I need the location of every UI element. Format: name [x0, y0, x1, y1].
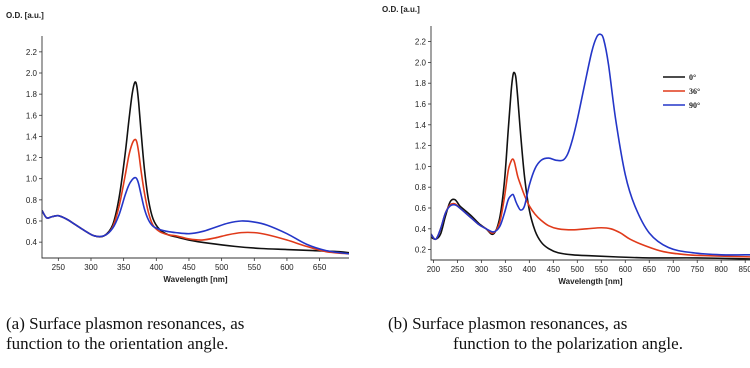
polarization-x-tick-label: 250 — [451, 265, 465, 274]
polarization-x-tick-label: 550 — [595, 265, 609, 274]
orientation-y-tick-label: 0.8 — [26, 196, 38, 205]
polarization-x-tick-label: 450 — [547, 265, 561, 274]
polarization-x-axis-title: Wavelength [nm] — [558, 277, 622, 286]
orientation-series-line-2 — [42, 138, 349, 255]
polarization-series-line-3 — [431, 33, 750, 256]
caption-polarization-line2: function to the polarization angle. — [453, 334, 683, 353]
orientation-x-tick-label: 600 — [280, 263, 294, 272]
orientation-y-tick-label: 1.0 — [26, 175, 38, 184]
orientation-x-tick-label: 450 — [182, 263, 196, 272]
polarization-x-tick-label: 300 — [475, 265, 489, 274]
polarization-axes — [430, 26, 750, 261]
orientation-x-tick-label: 500 — [215, 263, 229, 272]
polarization-y-tick-label: 1.0 — [415, 162, 427, 171]
orientation-x-tick-label: 250 — [52, 263, 66, 272]
orientation-x-tick-label: 350 — [117, 263, 131, 272]
polarization-y-tick-label: 0.8 — [415, 183, 427, 192]
polarization-legend-label: 36° — [689, 87, 700, 96]
caption-polarization: (b) Surface plasmon resonances, as funct… — [388, 314, 748, 354]
orientation-x-tick-label: 650 — [313, 263, 327, 272]
polarization-y-tick-label: 1.8 — [415, 79, 427, 88]
orientation-x-tick-label: 550 — [248, 263, 262, 272]
polarization-y-tick-label: 1.6 — [415, 100, 427, 109]
polarization-x-tick-label: 800 — [715, 265, 729, 274]
polarization-y-tick-label: 0.6 — [415, 204, 427, 213]
polarization-x-tick-label: 600 — [619, 265, 633, 274]
polarization-y-tick-label: 0.4 — [415, 225, 427, 234]
caption-orientation-line2: function to the orientation angle. — [6, 334, 229, 353]
orientation-y-tick-label: 1.2 — [26, 154, 38, 163]
orientation-y-axis-title: O.D. [a.u.] — [6, 11, 44, 20]
orientation-x-tick-label: 400 — [150, 263, 164, 272]
polarization-x-tick-label: 500 — [571, 265, 585, 274]
polarization-y-tick-label: 1.2 — [415, 142, 427, 151]
orientation-x-axis-title: Wavelength [nm] — [163, 275, 227, 284]
orientation-y-tick-label: 2.0 — [26, 69, 38, 78]
polarization-x-tick-label: 750 — [691, 265, 705, 274]
chart-polarization: O.D. [a.u.] 0.2 0.4 0.6 0.8 1.0 1.2 1.4 1.6 1.8 2.… — [382, 5, 750, 286]
orientation-x-tick-label: 300 — [84, 263, 98, 272]
orientation-series-line-1 — [42, 81, 349, 254]
orientation-y-tick-label: 2.2 — [26, 48, 38, 57]
orientation-series-line-3 — [42, 176, 349, 255]
polarization-y-tick-label: 0.2 — [415, 246, 427, 255]
polarization-legend-label: 90° — [689, 101, 700, 110]
chart-orientation: O.D. [a.u.] 0.4 0.6 0.8 1.0 1.2 1.4 1.6 1.8 2.0 2.… — [6, 11, 349, 284]
orientation-y-tick-label: 1.6 — [26, 111, 38, 120]
orientation-y-tick-label: 0.4 — [26, 238, 38, 247]
polarization-legend-label: 0° — [689, 73, 696, 82]
polarization-series-line-2 — [431, 158, 750, 258]
polarization-x-tick-label: 200 — [427, 265, 441, 274]
polarization-y-axis-title: O.D. [a.u.] — [382, 5, 420, 14]
orientation-y-tick-label: 1.8 — [26, 90, 38, 99]
polarization-y-tick-label: 1.4 — [415, 121, 427, 130]
orientation-y-tick-label: 1.4 — [26, 132, 38, 141]
polarization-x-tick-label: 850 — [739, 265, 750, 274]
polarization-y-tick-label: 2.2 — [415, 38, 427, 47]
caption-polarization-line1: (b) Surface plasmon resonances, as — [388, 314, 628, 333]
polarization-x-tick-label: 650 — [643, 265, 657, 274]
polarization-x-tick-label: 350 — [499, 265, 513, 274]
polarization-x-tick-label: 400 — [523, 265, 537, 274]
polarization-series-line-1 — [431, 71, 750, 260]
chart-panel-orientation: O.D. [a.u.] 0.4 0.6 0.8 1.0 1.2 1.4 1.6 1.8 2.0 2.… — [0, 0, 362, 368]
caption-orientation-line1: (a) Surface plasmon resonances, as — [6, 314, 245, 333]
polarization-x-tick-label: 700 — [667, 265, 681, 274]
orientation-y-tick-label: 0.6 — [26, 217, 38, 226]
polarization-y-tick-label: 2.0 — [415, 58, 427, 67]
chart-panel-polarization: O.D. [a.u.] 0.2 0.4 0.6 0.8 1.0 1.2 1.4 1.6 1.8 2.… — [380, 0, 750, 368]
caption-orientation: (a) Surface plasmon resonances, as funct… — [6, 314, 378, 354]
orientation-axes — [41, 36, 349, 259]
